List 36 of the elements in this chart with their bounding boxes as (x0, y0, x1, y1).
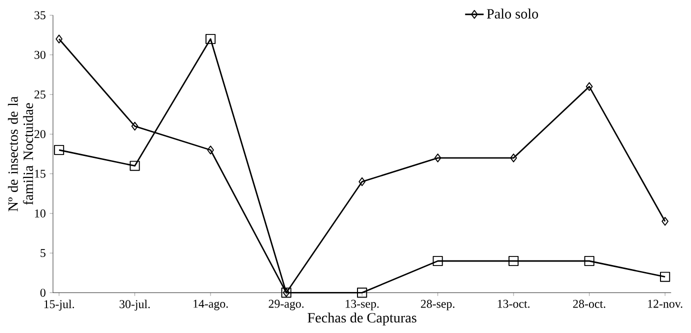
y-tick-label: 15 (35, 170, 46, 178)
point (207, 145, 214, 154)
point (662, 216, 668, 226)
point (56, 34, 62, 44)
x-tick-label: 13-sep. (346, 300, 379, 310)
y-tick-label: 10 (35, 209, 46, 218)
x-tick-label: 15-jul. (44, 300, 74, 310)
point (508, 256, 519, 266)
x-tick-label: 30-jul. (120, 300, 150, 310)
x-tick-label: 28-sep. (420, 300, 454, 310)
x-tick-label: 28-oct. (573, 300, 606, 308)
x-tick-label: 13-oct. (498, 300, 530, 308)
point (586, 82, 593, 91)
point (434, 153, 442, 162)
y-tick-label: 30 (34, 50, 46, 59)
y-tick-label: 25 (34, 90, 46, 98)
x-tick-label: 14-ago. (194, 300, 228, 310)
y-tick-label: 0 (40, 288, 46, 297)
point (357, 287, 368, 298)
x-tick-label: 12-nov. (648, 300, 682, 308)
point (432, 256, 443, 266)
x-tick-label: 29-ago. (268, 300, 304, 310)
legend-label: Palo solo (486, 8, 538, 18)
point (358, 177, 366, 186)
x-axis-title: Fechas de Capturas (308, 312, 416, 326)
y-tick-label: 35 (34, 11, 46, 20)
point (584, 256, 594, 266)
y-tick-label: 20 (34, 130, 46, 138)
point (206, 34, 216, 44)
point (660, 272, 670, 282)
y-axis-title: Nº de insectos de la familia Noctuidae (8, 96, 34, 212)
point (131, 122, 138, 130)
point (510, 153, 517, 162)
y-tick-label: 5 (40, 248, 46, 257)
point (130, 160, 140, 171)
point (54, 144, 64, 155)
